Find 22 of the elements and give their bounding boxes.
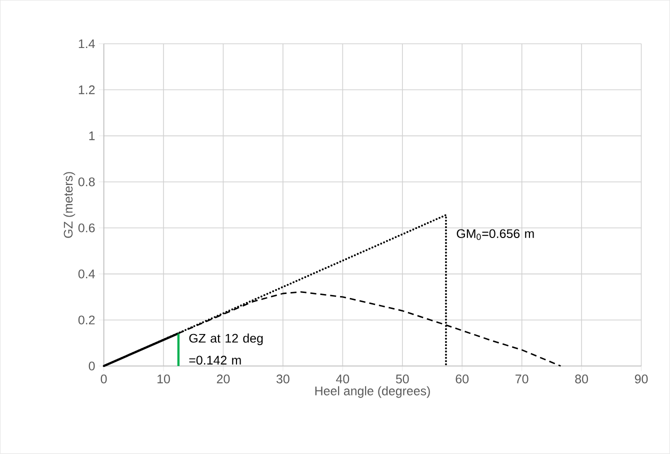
x-tick-label: 20 (216, 374, 230, 384)
x-tick-label: 30 (276, 374, 290, 384)
y-tick-label: 0 (88, 362, 95, 371)
y-tick-label: 1.4 (78, 40, 95, 48)
x-tick-label: 80 (575, 374, 588, 384)
annotation: GM$_{0}$=0.656 m (456, 229, 534, 240)
y-tick-label: 0.8 (78, 178, 95, 186)
x-tick-label: 70 (516, 374, 528, 384)
x-tick-label: 60 (456, 374, 469, 384)
annotation: GZ at 12 deg =0.142 m (189, 334, 263, 365)
x-tick-label: 10 (158, 374, 170, 384)
x-tick-label: 40 (336, 374, 350, 384)
x-tick-label: 90 (634, 374, 648, 384)
y-tick-label: 0.6 (78, 224, 95, 232)
y-tick-label: 0.2 (78, 316, 95, 324)
x-tick-label: 0 (100, 374, 107, 384)
y-axis-title: GZ (meters) (63, 172, 76, 238)
y-tick-label: 0.4 (78, 270, 95, 278)
x-axis-title: Heel angle (degrees) (315, 386, 430, 398)
y-tick-label: 1.2 (78, 86, 95, 94)
y-tick-label: 1 (89, 132, 95, 140)
x-tick-label: 50 (396, 374, 409, 384)
